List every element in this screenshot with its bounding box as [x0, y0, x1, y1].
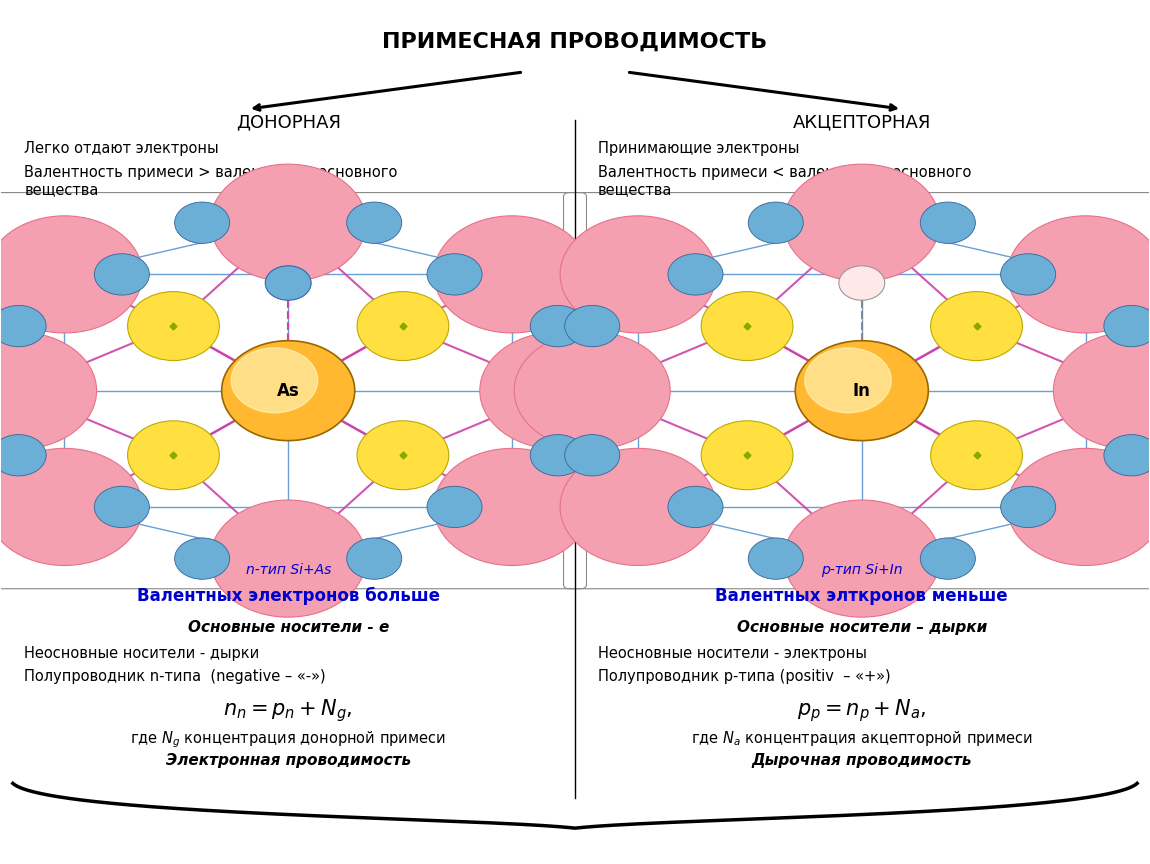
Circle shape — [530, 305, 585, 346]
Circle shape — [0, 216, 143, 333]
Text: n-тип Si+As: n-тип Si+As — [245, 563, 331, 577]
Circle shape — [1000, 254, 1056, 295]
Circle shape — [434, 448, 590, 566]
Circle shape — [784, 500, 940, 617]
Circle shape — [1104, 305, 1150, 346]
Circle shape — [222, 340, 354, 441]
Circle shape — [356, 421, 448, 490]
Text: $n_n= p_n+N_g,$: $n_n= p_n+N_g,$ — [223, 697, 353, 724]
Circle shape — [565, 305, 620, 346]
Text: где $N_g$ концентрация донорной примеси: где $N_g$ концентрация донорной примеси — [130, 729, 446, 750]
Text: Si(IV) < In (III): Si(IV) < In (III) — [808, 226, 915, 240]
Circle shape — [480, 332, 636, 449]
Circle shape — [1007, 216, 1150, 333]
Text: ДОНОРНАЯ: ДОНОРНАЯ — [236, 113, 340, 131]
Circle shape — [0, 448, 143, 566]
Text: Полупроводник p-типа (positiv  – «+»): Полупроводник p-типа (positiv – «+») — [598, 669, 890, 683]
Circle shape — [668, 254, 723, 295]
Circle shape — [231, 348, 317, 413]
Text: Дырочная проводимость: Дырочная проводимость — [752, 753, 972, 768]
Circle shape — [784, 164, 940, 282]
Circle shape — [434, 216, 590, 333]
Circle shape — [346, 202, 401, 244]
Circle shape — [0, 305, 46, 346]
Circle shape — [427, 486, 482, 528]
Circle shape — [749, 202, 804, 244]
Circle shape — [920, 538, 975, 579]
Text: АКЦЕПТОРНАЯ: АКЦЕПТОРНАЯ — [792, 113, 932, 131]
Text: Основные носители - е: Основные носители - е — [187, 619, 389, 635]
Text: As: As — [277, 382, 299, 400]
Text: ПРИМЕСНАЯ ПРОВОДИМОСТЬ: ПРИМЕСНАЯ ПРОВОДИМОСТЬ — [382, 31, 768, 52]
Circle shape — [560, 448, 716, 566]
Circle shape — [0, 332, 97, 449]
Circle shape — [930, 421, 1022, 490]
Circle shape — [749, 538, 804, 579]
Circle shape — [702, 421, 794, 490]
Text: Валентных электронов больше: Валентных электронов больше — [137, 587, 439, 605]
Text: Неосновные носители - дырки: Неосновные носители - дырки — [24, 645, 260, 661]
Circle shape — [128, 421, 220, 490]
Circle shape — [920, 202, 975, 244]
Circle shape — [1053, 332, 1150, 449]
Circle shape — [838, 266, 884, 300]
Text: Электронная проводимость: Электронная проводимость — [166, 753, 411, 768]
Text: Si(IV) < As(V): Si(IV) < As(V) — [237, 226, 340, 240]
Circle shape — [210, 500, 366, 617]
Circle shape — [210, 164, 366, 282]
Circle shape — [175, 538, 230, 579]
Circle shape — [1007, 448, 1150, 566]
Text: Принимающие электроны: Принимающие электроны — [598, 141, 799, 156]
Text: In: In — [853, 382, 871, 400]
Circle shape — [94, 486, 150, 528]
Circle shape — [94, 254, 150, 295]
Circle shape — [668, 486, 723, 528]
Circle shape — [930, 292, 1022, 360]
Circle shape — [565, 435, 620, 476]
Circle shape — [560, 216, 716, 333]
Circle shape — [128, 292, 220, 360]
Circle shape — [805, 348, 891, 413]
Circle shape — [346, 538, 401, 579]
Circle shape — [427, 254, 482, 295]
Circle shape — [0, 435, 46, 476]
Text: Валентность примеси > валентности основного
вещества: Валентность примеси > валентности основн… — [24, 165, 398, 197]
Circle shape — [796, 340, 928, 441]
Circle shape — [530, 435, 585, 476]
Text: Основные носители – дырки: Основные носители – дырки — [737, 619, 987, 635]
Text: Полупроводник n-типа  (negative – «-»): Полупроводник n-типа (negative – «-») — [24, 669, 325, 683]
Circle shape — [175, 202, 230, 244]
Text: $p_p = n_p +N_a,$: $p_p = n_p +N_a,$ — [797, 697, 927, 724]
Text: Валентность примеси < валентности основного
вещества: Валентность примеси < валентности основн… — [598, 165, 972, 197]
Circle shape — [356, 292, 448, 360]
Text: p-тип Si+In: p-тип Si+In — [821, 563, 903, 577]
Circle shape — [514, 332, 670, 449]
Circle shape — [1104, 435, 1150, 476]
Text: Неосновные носители - электроны: Неосновные носители - электроны — [598, 645, 867, 661]
Text: где $N_a$ концентрация акцепторной примеси: где $N_a$ концентрация акцепторной приме… — [691, 729, 1033, 748]
Circle shape — [1000, 486, 1056, 528]
Circle shape — [702, 292, 794, 360]
Text: Валентных элткронов меньше: Валентных элткронов меньше — [715, 587, 1009, 605]
Text: Легко отдают электроны: Легко отдают электроны — [24, 141, 219, 156]
Circle shape — [266, 266, 312, 300]
